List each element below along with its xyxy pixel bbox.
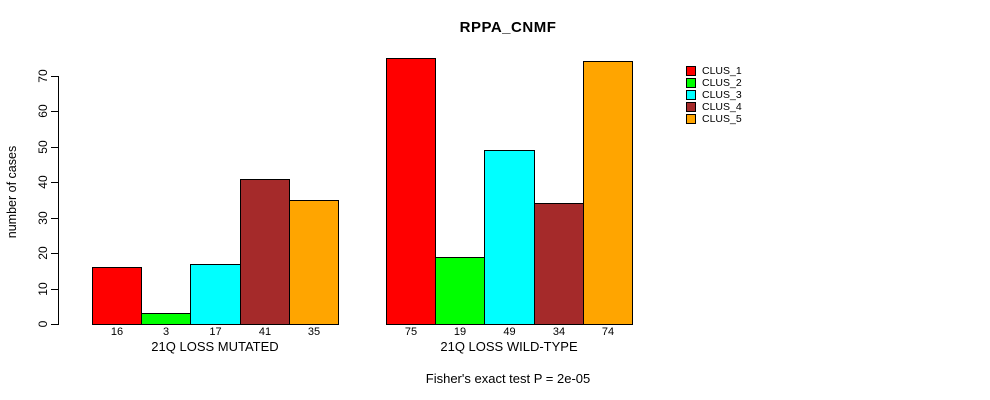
y-axis-line: [58, 76, 59, 325]
chart-title: RPPA_CNMF: [459, 19, 557, 36]
bar-value-label: 74: [601, 326, 615, 338]
y-axis-tick: [51, 111, 59, 112]
bar-clus_3-group1: [190, 264, 241, 325]
bar-clus_1-group2: [386, 58, 436, 325]
bar-clus_4-group1: [240, 179, 290, 325]
legend-label-clus_1: CLUS_1: [702, 65, 742, 77]
legend-label-clus_2: CLUS_2: [702, 77, 742, 89]
bar-value-label: 75: [404, 326, 418, 338]
bar-value-label: 35: [307, 326, 321, 338]
bar-value-label: 34: [552, 326, 566, 338]
bar-value-label: 3: [162, 326, 170, 338]
y-tick-label: 40: [36, 175, 50, 189]
legend-swatch-clus_4: [686, 102, 696, 112]
bar-value-label: 19: [453, 326, 467, 338]
y-axis-title: number of cases: [5, 145, 19, 239]
y-tick-label: 70: [36, 69, 50, 83]
legend-swatch-clus_5: [686, 114, 696, 124]
legend-swatch-clus_1: [686, 66, 696, 76]
legend-swatch-clus_3: [686, 90, 696, 100]
bar-clus_5-group2: [583, 61, 633, 325]
y-tick-label: 10: [36, 282, 50, 296]
y-tick-label: 60: [36, 104, 50, 118]
y-tick-label: 50: [36, 140, 50, 154]
y-axis-tick: [51, 218, 59, 219]
legend-swatch-clus_2: [686, 78, 696, 88]
y-axis-tick: [51, 253, 59, 254]
bar-value-label: 49: [503, 326, 516, 338]
y-tick-label: 30: [36, 211, 50, 225]
y-axis-tick: [51, 182, 59, 183]
y-axis-tick: [51, 289, 59, 290]
bar-value-label: 41: [258, 326, 272, 338]
y-axis-tick: [51, 76, 59, 77]
legend-label-clus_3: CLUS_3: [702, 89, 742, 101]
legend-label-clus_5: CLUS_5: [702, 113, 742, 125]
x-group-label: 21Q LOSS WILD-TYPE: [440, 339, 578, 354]
bar-clus_5-group1: [289, 200, 339, 325]
legend-label-clus_4: CLUS_4: [702, 101, 742, 113]
bar-value-label: 16: [110, 326, 124, 338]
y-axis-tick: [51, 147, 59, 148]
bar-clus_2-group2: [435, 257, 485, 325]
bar-value-label: 17: [209, 326, 222, 338]
bar-clus_1-group1: [92, 267, 142, 325]
x-group-label: 21Q LOSS MUTATED: [151, 339, 279, 354]
y-tick-label: 0: [36, 320, 50, 328]
bar-clus_3-group2: [484, 150, 535, 325]
y-axis-tick: [51, 324, 59, 325]
caption-fisher-test: Fisher's exact test P = 2e-05: [425, 371, 591, 386]
y-tick-label: 20: [36, 246, 50, 260]
bar-clus_4-group2: [534, 203, 584, 325]
